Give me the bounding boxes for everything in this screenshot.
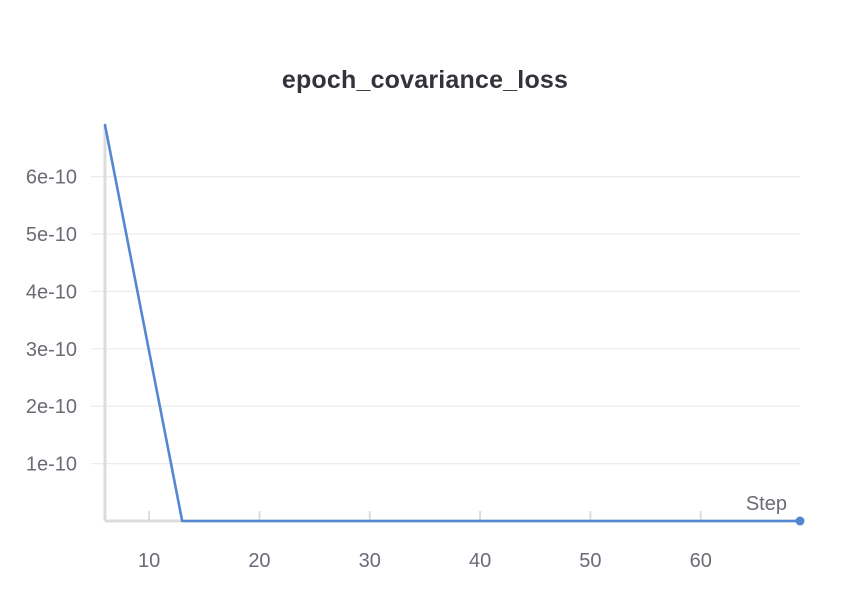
gridlines (91, 176, 800, 465)
y-tick-label: 3e-10 (26, 339, 77, 361)
x-axis-ticks: 10 20 30 40 50 60 (138, 511, 712, 572)
y-tick-label: 4e-10 (26, 281, 77, 303)
y-tick-label: 2e-10 (26, 396, 77, 418)
x-tick-label: 30 (359, 550, 381, 572)
x-tick-label: 20 (248, 550, 270, 572)
x-tick-label: 50 (579, 550, 601, 572)
y-tick-label: 1e-10 (26, 454, 77, 476)
x-axis-title: Step (746, 493, 787, 515)
series-line[interactable] (103, 123, 802, 523)
series-lines[interactable] (103, 123, 805, 526)
axes (103, 125, 800, 523)
x-tick-label: 40 (469, 550, 491, 572)
y-tick-label: 5e-10 (26, 224, 77, 246)
x-tick-label: 60 (690, 550, 712, 572)
y-axis-ticks: 1e-10 2e-10 3e-10 4e-10 5e-10 6e-10 (26, 167, 77, 476)
series-endpoint-marker[interactable] (795, 516, 805, 526)
x-tick-label: 10 (138, 550, 160, 572)
chart-title: epoch_covariance_loss (281, 66, 569, 94)
y-tick-label: 6e-10 (26, 167, 77, 189)
